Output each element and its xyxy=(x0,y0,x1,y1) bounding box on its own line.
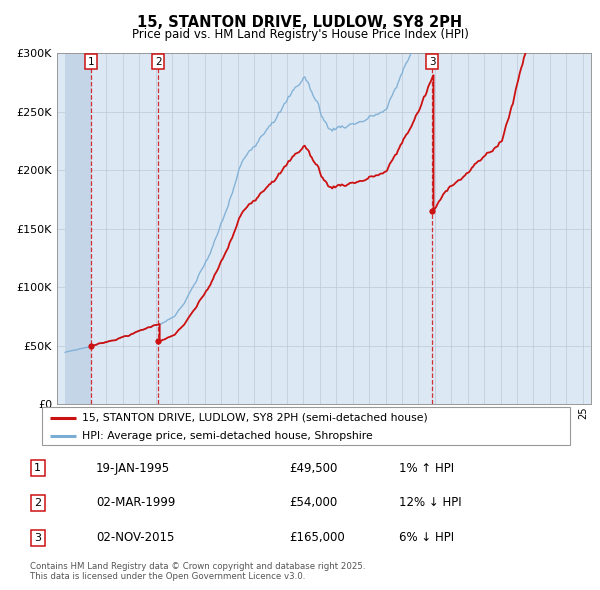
Text: £165,000: £165,000 xyxy=(289,532,345,545)
Text: 3: 3 xyxy=(34,533,41,543)
Text: Contains HM Land Registry data © Crown copyright and database right 2025.
This d: Contains HM Land Registry data © Crown c… xyxy=(30,562,365,581)
Text: 1: 1 xyxy=(88,57,94,67)
FancyBboxPatch shape xyxy=(42,407,570,445)
Text: 3: 3 xyxy=(429,57,436,67)
Text: Price paid vs. HM Land Registry's House Price Index (HPI): Price paid vs. HM Land Registry's House … xyxy=(131,28,469,41)
Text: 19-JAN-1995: 19-JAN-1995 xyxy=(96,461,170,474)
Bar xyxy=(65,53,91,404)
Text: HPI: Average price, semi-detached house, Shropshire: HPI: Average price, semi-detached house,… xyxy=(82,431,373,441)
Text: 2: 2 xyxy=(155,57,161,67)
Text: 1: 1 xyxy=(34,463,41,473)
Text: 15, STANTON DRIVE, LUDLOW, SY8 2PH (semi-detached house): 15, STANTON DRIVE, LUDLOW, SY8 2PH (semi… xyxy=(82,413,427,423)
Text: 02-NOV-2015: 02-NOV-2015 xyxy=(96,532,174,545)
Text: 2: 2 xyxy=(34,498,41,508)
Text: 6% ↓ HPI: 6% ↓ HPI xyxy=(400,532,454,545)
Text: 12% ↓ HPI: 12% ↓ HPI xyxy=(400,496,462,510)
Text: 15, STANTON DRIVE, LUDLOW, SY8 2PH: 15, STANTON DRIVE, LUDLOW, SY8 2PH xyxy=(137,15,463,30)
Text: 02-MAR-1999: 02-MAR-1999 xyxy=(96,496,175,510)
Text: £49,500: £49,500 xyxy=(289,461,337,474)
Text: 1% ↑ HPI: 1% ↑ HPI xyxy=(400,461,454,474)
Text: £54,000: £54,000 xyxy=(289,496,337,510)
